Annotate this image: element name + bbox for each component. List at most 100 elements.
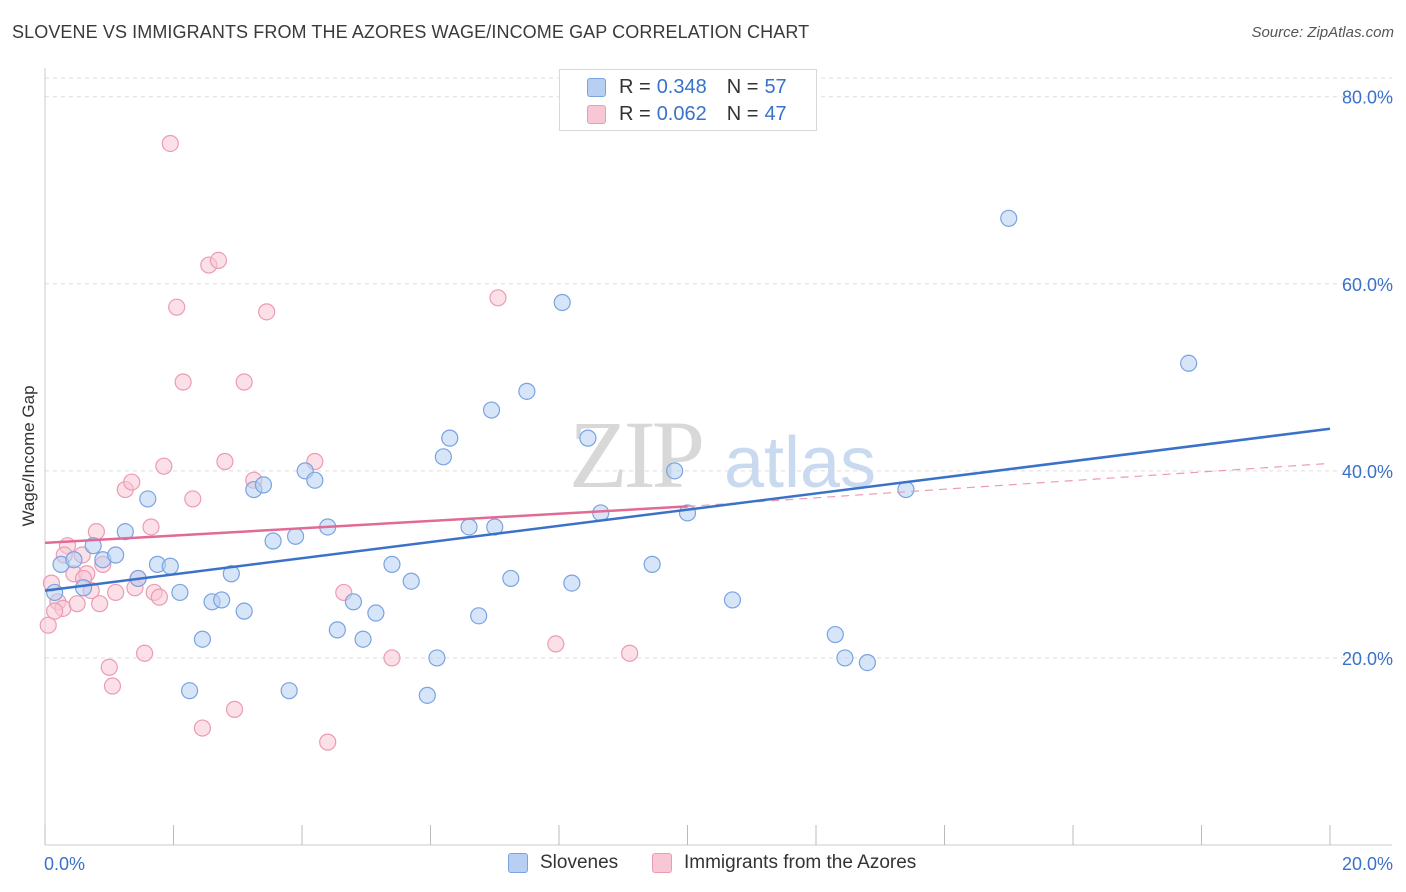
- bottom-legend-swatch-pink: [652, 853, 672, 873]
- azores-point: [184, 490, 202, 508]
- watermark-atlas: atlas: [724, 423, 876, 503]
- azores-point: [225, 700, 244, 718]
- legend-r-label: R =: [619, 102, 651, 125]
- slovenes-point: [306, 471, 324, 489]
- slovenes-point: [213, 591, 231, 609]
- tick-labels: 20.0% 40.0% 60.0% 80.0% 0.0% 20.0%: [44, 88, 1393, 874]
- slovenes-point: [518, 382, 536, 400]
- azores-point: [142, 518, 160, 536]
- watermark: ZIP atlas: [569, 401, 876, 508]
- slovenes-point: [441, 429, 459, 447]
- bottom-legend: Slovenes Immigrants from the Azores: [0, 852, 1406, 878]
- slovenes-point: [592, 504, 610, 522]
- slovenes-point: [354, 630, 372, 648]
- slovenes-point: [563, 574, 581, 592]
- x-tick-label: 0.0%: [44, 854, 85, 874]
- slovenes-point: [858, 654, 877, 672]
- azores-point: [216, 452, 234, 471]
- azores-point: [100, 658, 118, 676]
- legend-r-value: 0.348: [656, 75, 707, 98]
- azores-point: [489, 289, 507, 307]
- slovenes-point: [180, 682, 199, 700]
- slovenes-point: [139, 490, 157, 508]
- legend-n-label: N =: [726, 102, 759, 125]
- slovenes-point: [502, 569, 520, 588]
- slovenes-point: [482, 401, 501, 419]
- azores-point: [150, 588, 168, 606]
- axes: [44, 68, 1392, 846]
- slovenes-point: [418, 686, 436, 704]
- azores-point: [135, 644, 154, 662]
- azores-point: [123, 473, 141, 491]
- slovenes-point: [65, 551, 83, 569]
- legend-r-label: R =: [619, 75, 651, 98]
- bottom-legend-label: Immigrants from the Azores: [684, 852, 917, 873]
- azores-point: [258, 303, 276, 321]
- slovenes-point: [723, 591, 742, 609]
- azores-point: [209, 251, 228, 269]
- legend-r-value: 0.062: [656, 102, 707, 125]
- slovenes-point: [254, 476, 273, 494]
- y-tick-label: 20.0%: [1342, 649, 1393, 669]
- source-label: Source: ZipAtlas.com: [1251, 24, 1394, 41]
- chart-title: SLOVENE VS IMMIGRANTS FROM THE AZORES WA…: [12, 22, 810, 42]
- bottom-legend-azores[interactable]: Immigrants from the Azores: [652, 852, 916, 874]
- slovenes-point: [579, 429, 597, 447]
- x-tick-label: 20.0%: [1342, 854, 1393, 874]
- slovenes-trend-line: [44, 427, 1331, 592]
- azores-point: [621, 644, 639, 662]
- slovenes-point: [161, 557, 179, 575]
- slovenes-point: [470, 607, 488, 625]
- azores-point: [235, 373, 253, 391]
- slovenes-point: [193, 630, 212, 648]
- slovenes-point: [428, 649, 446, 667]
- azores-point: [107, 583, 125, 602]
- slovenes-point: [836, 649, 854, 667]
- slovenes-point: [367, 604, 385, 622]
- series-azores-points: [39, 134, 639, 751]
- azores-point: [547, 635, 565, 653]
- slovenes-point: [74, 579, 93, 597]
- legend-n-value: 47: [764, 102, 787, 125]
- watermark-zip: ZIP: [569, 401, 702, 508]
- slovenes-point: [826, 625, 844, 644]
- slovenes-point: [264, 532, 282, 550]
- legend-row-slovenes: R = 0.348 N = 57: [560, 74, 787, 100]
- slovenes-point: [434, 448, 452, 466]
- slovenes-point: [46, 583, 64, 602]
- azores-point: [319, 733, 337, 751]
- y-axis-label: Wage/Income Gap: [19, 385, 38, 526]
- azores-point: [168, 298, 186, 316]
- slovenes-point: [1000, 209, 1018, 227]
- legend-n-value: 57: [764, 75, 787, 98]
- azores-point: [161, 134, 179, 153]
- y-tick-label: 40.0%: [1342, 462, 1393, 482]
- slovenes-point: [84, 537, 102, 555]
- slovenes-point: [666, 462, 684, 480]
- slovenes-point: [222, 565, 240, 583]
- azores-point: [383, 649, 401, 667]
- bottom-legend-swatch-blue: [508, 853, 528, 873]
- bottom-legend-label: Slovenes: [540, 852, 619, 873]
- azores-point: [103, 677, 122, 695]
- legend-swatch-pink: [587, 104, 606, 124]
- slovenes-point: [116, 523, 134, 541]
- bottom-legend-slovenes[interactable]: Slovenes: [508, 852, 618, 874]
- slovenes-point: [460, 518, 478, 536]
- azores-point: [155, 457, 173, 475]
- azores-point: [193, 719, 212, 737]
- slovenes-point: [553, 293, 571, 312]
- trend-lines: [44, 427, 1331, 592]
- azores-point: [46, 602, 64, 620]
- slovenes-point: [280, 682, 298, 700]
- slovenes-point: [328, 621, 346, 639]
- slovenes-point: [286, 527, 305, 545]
- slovenes-point: [107, 546, 125, 564]
- slovenes-point: [344, 593, 362, 611]
- slovenes-point: [1180, 354, 1198, 372]
- slovenes-point: [643, 555, 661, 573]
- legend-swatch-blue: [587, 77, 606, 97]
- legend-row-azores: R = 0.062 N = 47: [560, 101, 787, 127]
- azores-point: [39, 616, 57, 634]
